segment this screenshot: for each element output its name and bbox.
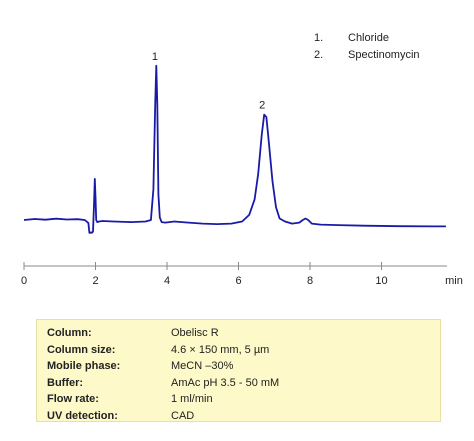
condition-row: Buffer: AmAc pH 3.5 - 50 mM: [47, 375, 440, 392]
condition-label: Buffer:: [47, 376, 84, 389]
condition-row: Flow rate: 1 ml/min: [47, 391, 440, 408]
x-axis: 0 2 4 6 8 10 min: [21, 262, 463, 287]
legend-number: 2.: [314, 49, 324, 61]
condition-row: Column size: 4.6 × 150 mm, 5 µm: [47, 342, 440, 359]
chromatogram-trace: [23, 64, 446, 234]
legend-item: 2. Spectinomycin: [314, 47, 420, 64]
peak-label: 1: [152, 51, 158, 63]
peak-legend: 1. Chloride 2. Spectinomycin: [314, 30, 420, 64]
x-tick-label: 4: [164, 275, 170, 287]
legend-compound: Spectinomycin: [348, 49, 420, 61]
condition-value: MeCN –30%: [171, 360, 234, 372]
peak-label: 2: [259, 100, 265, 112]
x-tick-label: 10: [375, 275, 387, 287]
condition-value: 1 ml/min: [171, 393, 213, 405]
condition-label: Column:: [47, 327, 92, 339]
condition-value: CAD: [171, 409, 195, 422]
legend-compound: Chloride: [348, 32, 389, 44]
chromatogram-chart: 0 2 4 6 8 10 min 12: [21, 51, 463, 287]
chromatogram-trace-group: [23, 64, 446, 234]
peak-labels: 12: [152, 51, 265, 112]
x-tick-label: 6: [235, 275, 241, 287]
condition-value: AmAc pH 3.5 - 50 mM: [171, 376, 280, 389]
method-conditions-box: Column: Obelisc R Column size: 4.6 × 150…: [36, 319, 441, 422]
condition-row: Mobile phase: MeCN –30%: [47, 358, 440, 375]
x-tick-label: 8: [307, 275, 313, 287]
condition-label: Mobile phase:: [47, 360, 121, 372]
condition-label: Column size:: [47, 343, 116, 356]
condition-label: Flow rate:: [47, 393, 99, 405]
condition-value: 4.6 × 150 mm, 5 µm: [171, 343, 270, 356]
condition-row: Column: Obelisc R: [47, 325, 440, 342]
condition-row: UV detection: CAD: [47, 408, 440, 425]
x-tick-label: 0: [21, 275, 27, 287]
x-tick-label: 2: [92, 275, 98, 287]
legend-number: 1.: [314, 32, 324, 44]
legend-item: 1. Chloride: [314, 30, 420, 47]
x-axis-unit-label: min: [445, 275, 463, 287]
condition-value: Obelisc R: [171, 327, 219, 339]
condition-label: UV detection:: [47, 409, 118, 422]
